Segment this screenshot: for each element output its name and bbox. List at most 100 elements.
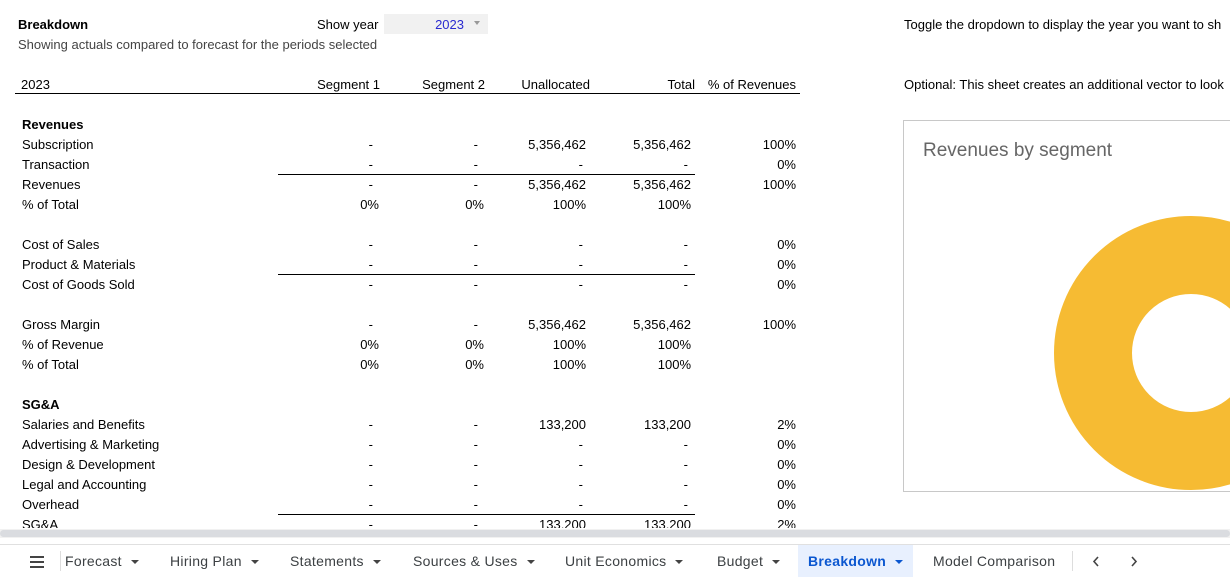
cell: 5,356,462 (633, 317, 691, 332)
cell: 100% (762, 317, 796, 332)
cell: - (368, 317, 373, 332)
scroll-thumb[interactable] (0, 530, 1230, 537)
tab-caret[interactable] (130, 560, 139, 565)
cell: - (368, 157, 373, 172)
cell: 0% (777, 497, 796, 512)
cell: - (578, 457, 583, 472)
cell: 100% (552, 197, 586, 212)
chart-title: Revenues by segment (923, 140, 1113, 161)
tab-caret[interactable] (250, 560, 259, 565)
tab-label: Forecast (65, 553, 122, 569)
sheet-tab[interactable]: Sources & Uses (403, 545, 545, 577)
scroll-left[interactable] (1092, 556, 1099, 567)
sheet-tab[interactable]: Breakdown (798, 545, 914, 577)
sheet-tab[interactable]: Model Comparison (923, 545, 1065, 577)
tab-label: Hiring Plan (170, 553, 242, 569)
scrollbar[interactable] (0, 529, 1230, 538)
row-label: Product & Materials (22, 257, 136, 272)
cell: - (473, 137, 478, 152)
cell: - (473, 497, 478, 512)
cell: 0% (777, 237, 796, 252)
cell: 0% (360, 357, 379, 372)
cell: - (683, 437, 688, 452)
sheet-title: Breakdown (18, 17, 89, 32)
cell: - (683, 457, 688, 472)
column-header: % of Revenues (707, 77, 796, 92)
cell: 0% (777, 277, 796, 292)
cell: - (683, 257, 688, 272)
row-label: % of Total (22, 197, 79, 212)
note: Optional: This sheet creates an addition… (904, 77, 1224, 92)
cell: 100% (552, 357, 586, 372)
cell: 5,356,462 (528, 317, 586, 332)
cell: 0% (777, 157, 796, 172)
row-label: Revenues (22, 177, 81, 192)
cell: 0% (360, 197, 379, 212)
dropdown-caret (474, 21, 480, 25)
sheet-tab[interactable]: Budget (707, 545, 790, 577)
sheet-tab[interactable]: Statements (280, 545, 391, 577)
donut-ring (1054, 216, 1230, 490)
cell: 100% (657, 357, 691, 372)
tab-caret[interactable] (526, 560, 535, 565)
row-label: Subscription (22, 137, 94, 152)
cell: - (473, 517, 478, 528)
row-label: Legal and Accounting (22, 477, 147, 492)
cell: - (368, 437, 373, 452)
year-value: 2023 (435, 17, 464, 32)
cell: 100% (552, 337, 586, 352)
cell: - (683, 277, 688, 292)
row-label: Gross Margin (22, 317, 101, 332)
cell: 2% (777, 517, 796, 528)
cell: - (368, 517, 373, 528)
tab-scroll (1092, 556, 1138, 567)
tab-caret[interactable] (675, 560, 684, 565)
tab-caret[interactable] (372, 560, 381, 565)
sheet-tab[interactable]: Unit Economics (555, 545, 693, 577)
cell: - (368, 497, 373, 512)
sheet-grid: Breakdown Show year 2023 Showing actuals… (15, 14, 1230, 528)
cell: - (473, 457, 478, 472)
cell: 2% (777, 417, 796, 432)
cell: - (578, 157, 583, 172)
year-dropdown[interactable]: 2023 (384, 14, 488, 34)
cell: - (683, 237, 688, 252)
total-rule (278, 514, 695, 515)
cell: - (473, 317, 478, 332)
cell: - (473, 417, 478, 432)
cell: 133,200 (644, 417, 691, 432)
row-label: SG&A (22, 397, 60, 412)
cell: 100% (762, 137, 796, 152)
cell: - (368, 137, 373, 152)
cell: - (368, 417, 373, 432)
cell: 133,200 (644, 517, 691, 528)
tab-caret[interactable] (772, 560, 781, 565)
cell: 0% (777, 457, 796, 472)
row-label: Salaries and Benefits (22, 417, 145, 432)
column-header: Segment 2 (422, 77, 485, 92)
cell: - (578, 497, 583, 512)
sheet-tab[interactable]: Forecast (55, 545, 149, 577)
all-sheets-button[interactable] (30, 556, 44, 568)
tab-label: Model Comparison (933, 553, 1056, 569)
chart: Revenues by segment (903, 120, 1230, 492)
cell: - (473, 437, 478, 452)
cell: - (368, 177, 373, 192)
tab-label: Sources & Uses (413, 553, 518, 569)
cell: 0% (465, 337, 484, 352)
sheet-tab[interactable]: Hiring Plan (160, 545, 269, 577)
cell: - (578, 277, 583, 292)
cell: - (368, 237, 373, 252)
tab-caret[interactable] (895, 560, 904, 565)
cell: 0% (465, 357, 484, 372)
scroll-right[interactable] (1131, 556, 1138, 567)
cell: - (473, 237, 478, 252)
row-label: SG&A (22, 517, 59, 528)
tab-label: Budget (717, 553, 764, 569)
cell: 5,356,462 (528, 137, 586, 152)
cell: - (683, 157, 688, 172)
cell: - (473, 157, 478, 172)
cell: 0% (777, 477, 796, 492)
column-header: Unallocated (521, 77, 590, 92)
